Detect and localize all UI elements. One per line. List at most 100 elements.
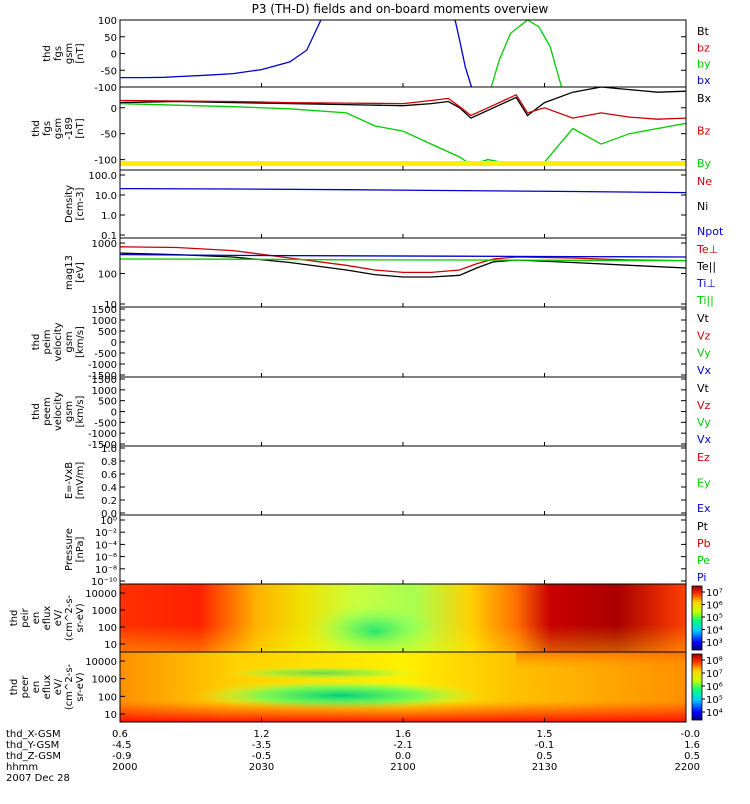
y-tick-label: -500 [94, 418, 117, 429]
y-tick-label: 10⁻⁴ [95, 540, 117, 551]
y-axis-label-line: en [31, 681, 42, 694]
y-tick-label: 500 [98, 397, 117, 408]
y-tick-label: 50 [104, 33, 117, 44]
y-axis-label-line: thd [42, 45, 53, 62]
y-axis-label-line: peer [20, 675, 31, 699]
y-axis-label: thdpeimvelocitygsm[km/s] [31, 322, 86, 361]
y-tick-label: 1000 [92, 386, 117, 397]
y-tick-label: 10⁻² [95, 528, 117, 539]
series-line-bx [120, 19, 322, 79]
y-axis-label-line: peim [42, 329, 53, 354]
y-tick-label: 1.0 [101, 444, 117, 455]
legend-entry: Pe [697, 554, 710, 567]
y-tick-label: -1000 [88, 360, 117, 371]
legend-entry: Ex [697, 502, 711, 515]
time-axis-value: 2030 [249, 762, 274, 773]
y-axis-label: thdpeemvelocitygsm[km/s] [31, 392, 86, 431]
y-axis-label: Density[cm-3] [64, 185, 86, 223]
panel-frame [119, 86, 687, 171]
colorbar-tick-label: 10⁶ [706, 601, 723, 612]
panel-frame [119, 306, 687, 378]
colorbar-tick-label: 10⁴ [706, 708, 723, 719]
y-tick-label: 10000 [85, 657, 117, 668]
y-tick-label: 10 [104, 300, 117, 311]
y-axis-label-line: fgs [53, 46, 64, 61]
y-axis-label-line: eV/ [53, 678, 64, 695]
y-tick-label: 1.0 [101, 211, 117, 222]
y-axis-label: Pressure[nPa] [64, 528, 86, 571]
time-axis-row-label: hhmm [6, 762, 38, 773]
y-axis-label-line: gsm [64, 43, 75, 64]
y-axis-label-line: (cm^2-s- [64, 663, 75, 710]
y-axis-label-line: thd [31, 120, 42, 137]
y-axis-label-line: peir [20, 607, 31, 627]
y-axis-label: thdpeerenefluxeV/(cm^2-s-sr-eV) [9, 663, 86, 710]
panel-peem-velocity: 150010005000-500-1000-1500thdpeemvelocit… [31, 375, 712, 451]
legend-entry: Bt [697, 25, 710, 38]
spectrogram-low-energy [120, 584, 686, 652]
y-axis-label-line: peem [42, 397, 53, 425]
series-line-Ti|| [119, 258, 687, 262]
y-axis-label-line: velocity [53, 322, 64, 361]
legend-entry: Pt [697, 520, 709, 533]
y-axis-label-line: mag13 [64, 255, 75, 290]
legend-entry: By [697, 157, 712, 170]
series-line-Te⊥ [119, 246, 687, 274]
panel-frame [119, 376, 687, 447]
time-axis-value: 0.5 [684, 751, 700, 762]
time-axis-value: 2130 [532, 762, 557, 773]
colorbar-tick-label: 10³ [706, 638, 723, 649]
y-tick-label: 0.6 [101, 470, 117, 481]
y-tick-label: 100.0 [88, 171, 117, 182]
y-tick-label: 0 [111, 338, 117, 349]
y-axis-label-line: [km/s] [75, 395, 86, 427]
y-tick-label: -50 [101, 66, 117, 77]
time-axis-value: -0.5 [252, 751, 272, 762]
y-axis-label-line: gsm [64, 401, 75, 422]
series-line-by [490, 19, 563, 88]
y-tick-label: 1000 [92, 316, 117, 327]
legend-entry: Vx [697, 364, 712, 377]
y-axis-label-line: [mV/m] [75, 462, 86, 500]
y-tick-label: -500 [94, 349, 117, 360]
y-tick-label: 0.8 [101, 457, 117, 468]
page-title: P3 (TH-D) fields and on-board moments ov… [252, 2, 549, 16]
legend-entry: Ti|| [696, 294, 714, 307]
panel-frame [119, 514, 687, 585]
y-axis-label-line: [nT] [75, 118, 86, 138]
series-line-bx [454, 19, 473, 88]
y-axis-label-line: fgs [42, 121, 53, 136]
y-axis-label: E=-VxB[mV/m] [64, 462, 86, 500]
y-axis-label-line: thd [9, 679, 20, 696]
colorbar-tick-label: 10⁴ [706, 626, 723, 637]
time-axis-value: -4.5 [112, 740, 132, 751]
y-axis-label-line: eflux [42, 675, 53, 700]
y-axis-label-line: -189 [64, 117, 75, 140]
y-tick-label: 100 [98, 692, 117, 703]
y-axis-label-line: [cm-3] [75, 187, 86, 220]
y-tick-label: -1000 [88, 429, 117, 440]
colorbar-tick-label: 10⁶ [706, 682, 723, 693]
panel-frame [119, 169, 687, 239]
y-axis-label: mag13[eV] [64, 255, 86, 290]
spectrogram-high-energy [516, 652, 686, 722]
y-axis-label-line: gsm [53, 118, 64, 139]
y-tick-label: 1000 [92, 239, 117, 250]
time-axis-value: 0.5 [537, 751, 553, 762]
panel-peim-velocity: 150010005000-500-1000-1500thdpeimvelocit… [31, 305, 712, 382]
time-axis-value: -0.0 [680, 729, 700, 740]
colorbar-tick-label: 10⁵ [706, 613, 723, 624]
series-line-Ti⊥ [119, 253, 687, 258]
y-axis-label-line: thd [9, 610, 20, 627]
y-tick-label: 10.0 [95, 191, 117, 202]
colorbar [691, 653, 703, 721]
legend-entry: Ez [697, 451, 710, 464]
legend-entry: Vx [697, 433, 712, 446]
legend-entry: Npot [697, 225, 724, 238]
time-axis-value: 2200 [675, 762, 700, 773]
legend-entry: Vz [697, 329, 711, 342]
time-axis-value: 0.0 [395, 751, 411, 762]
y-tick-label: -1500 [88, 440, 117, 451]
